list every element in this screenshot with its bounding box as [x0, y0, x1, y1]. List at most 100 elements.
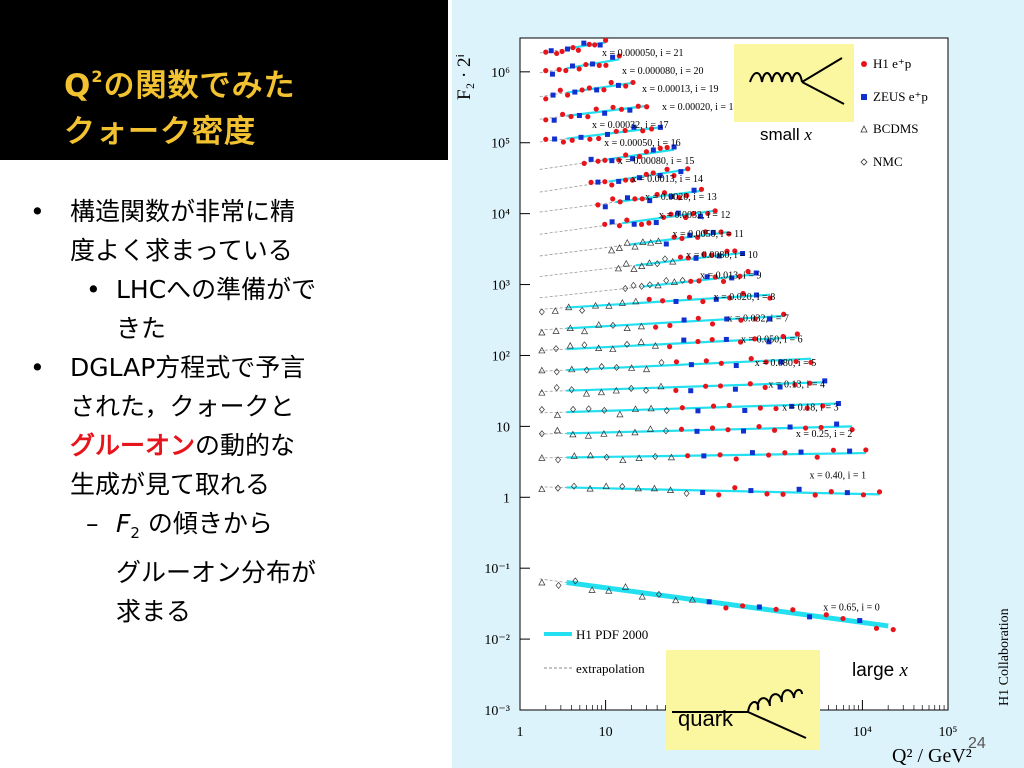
- point-h1: [616, 53, 622, 59]
- point-bcdms: [553, 426, 561, 434]
- point-bcdms: [612, 386, 620, 394]
- bullet-1: • 構造関数が非常に精 度よく求まっている: [24, 192, 434, 270]
- point-h1: [677, 254, 684, 260]
- point-nmc: [683, 489, 690, 497]
- point-zeus: [777, 384, 783, 390]
- point-nmc: [583, 366, 590, 374]
- x-tick-label: 10: [599, 725, 613, 740]
- point-h1: [773, 606, 779, 612]
- extrapolation-line: [539, 92, 567, 98]
- point-zeus: [857, 618, 863, 624]
- sub-bullet-1: • LHCへの準備がで きた: [24, 270, 434, 348]
- bin-labels: x = 0.000050, i = 21 x = 0.000080, i = 20…: [592, 48, 880, 614]
- sub-bullet-2-line1-rest: の傾きから: [139, 509, 273, 538]
- point-zeus: [616, 178, 622, 184]
- point-h1: [593, 106, 599, 112]
- extrapolation-line: [539, 486, 567, 488]
- point-h1: [701, 251, 707, 257]
- point-nmc: [601, 406, 608, 414]
- point-h1: [876, 489, 883, 495]
- point-h1: [629, 177, 636, 183]
- point-bcdms: [584, 432, 592, 439]
- point-h1: [732, 248, 738, 254]
- point-h1: [557, 87, 563, 93]
- fit-curve: [566, 357, 812, 372]
- x-axis-label: Q² / GeV²: [892, 745, 972, 767]
- point-h1: [661, 214, 667, 220]
- legend: H1 e⁺p ZEUS e⁺p BCDMS NMC H1 PDF 2000 ex…: [544, 56, 928, 676]
- point-bcdms: [616, 410, 624, 418]
- point-zeus: [663, 241, 669, 247]
- point-nmc: [628, 384, 635, 392]
- plot-panel: 11010²10³10⁴10⁵10⁻³10⁻²10⁻¹11010²10³10⁴1…: [452, 0, 1024, 768]
- bin-label: x = 0.0013, i = 14: [631, 174, 703, 185]
- point-zeus: [741, 428, 747, 434]
- y-tick-label: 10⁻²: [484, 633, 510, 648]
- point-h1: [586, 85, 592, 91]
- point-bcdms: [622, 259, 630, 267]
- point-h1: [679, 405, 685, 411]
- point-h1: [609, 182, 615, 188]
- point-h1: [727, 295, 733, 301]
- point-h1: [723, 605, 729, 611]
- point-h1: [630, 79, 636, 86]
- point-h1: [804, 405, 810, 411]
- point-h1: [737, 273, 743, 279]
- bin-label: x = 0.020, i = 8: [714, 292, 776, 303]
- point-h1: [646, 296, 652, 302]
- bin-label: x = 0.013, i = 9: [700, 271, 762, 282]
- point-h1: [646, 220, 652, 226]
- extrapolation-line: [539, 307, 567, 310]
- point-bcdms: [669, 257, 677, 265]
- point-bcdms: [670, 278, 678, 285]
- point-zeus: [700, 490, 706, 496]
- bullet-dot: •: [30, 197, 45, 226]
- y-tick-label: 10²: [492, 349, 510, 364]
- point-h1: [717, 383, 724, 389]
- point-nmc: [538, 405, 545, 414]
- point-zeus: [847, 448, 853, 454]
- point-zeus: [681, 337, 687, 343]
- point-bcdms: [632, 297, 640, 305]
- point-zeus: [673, 298, 679, 304]
- bin-label: x = 0.0032, i = 12: [659, 210, 731, 221]
- point-h1: [685, 255, 691, 261]
- point-zeus: [749, 450, 755, 456]
- point-h1: [570, 45, 576, 51]
- extrapolation-line: [539, 369, 567, 372]
- point-h1: [752, 336, 758, 342]
- point-nmc: [654, 260, 661, 268]
- fit-curve: [566, 336, 798, 351]
- point-nmc: [579, 306, 586, 315]
- point-h1: [617, 199, 623, 205]
- point-zeus: [671, 144, 677, 150]
- y-tick-label: 10⁶: [491, 66, 510, 81]
- fit-curve: [566, 486, 880, 496]
- point-h1: [623, 152, 629, 158]
- point-nmc: [553, 384, 560, 392]
- point-bcdms: [688, 595, 697, 603]
- quark-line-icon: [801, 57, 843, 83]
- bin-label: x = 0.080, i = 5: [755, 358, 817, 369]
- point-zeus: [766, 339, 772, 345]
- point-bcdms: [538, 328, 546, 336]
- point-zeus: [748, 488, 754, 494]
- point-h1: [602, 179, 608, 185]
- point-h1: [601, 87, 607, 93]
- point-bcdms: [642, 365, 651, 373]
- plot-frame: [519, 37, 949, 711]
- point-bcdms: [615, 429, 624, 437]
- point-nmc: [555, 581, 562, 589]
- point-zeus: [627, 107, 633, 113]
- point-zeus: [754, 292, 760, 298]
- point-h1: [616, 223, 623, 229]
- point-h1: [696, 278, 702, 284]
- point-h1: [684, 192, 690, 199]
- point-zeus: [766, 316, 772, 322]
- point-h1: [632, 196, 638, 202]
- point-zeus: [789, 403, 795, 409]
- collaboration-label: H1 Collaboration: [997, 608, 1012, 706]
- x-tick-label: 1: [517, 725, 524, 740]
- point-zeus: [706, 599, 712, 605]
- point-bcdms: [538, 388, 546, 396]
